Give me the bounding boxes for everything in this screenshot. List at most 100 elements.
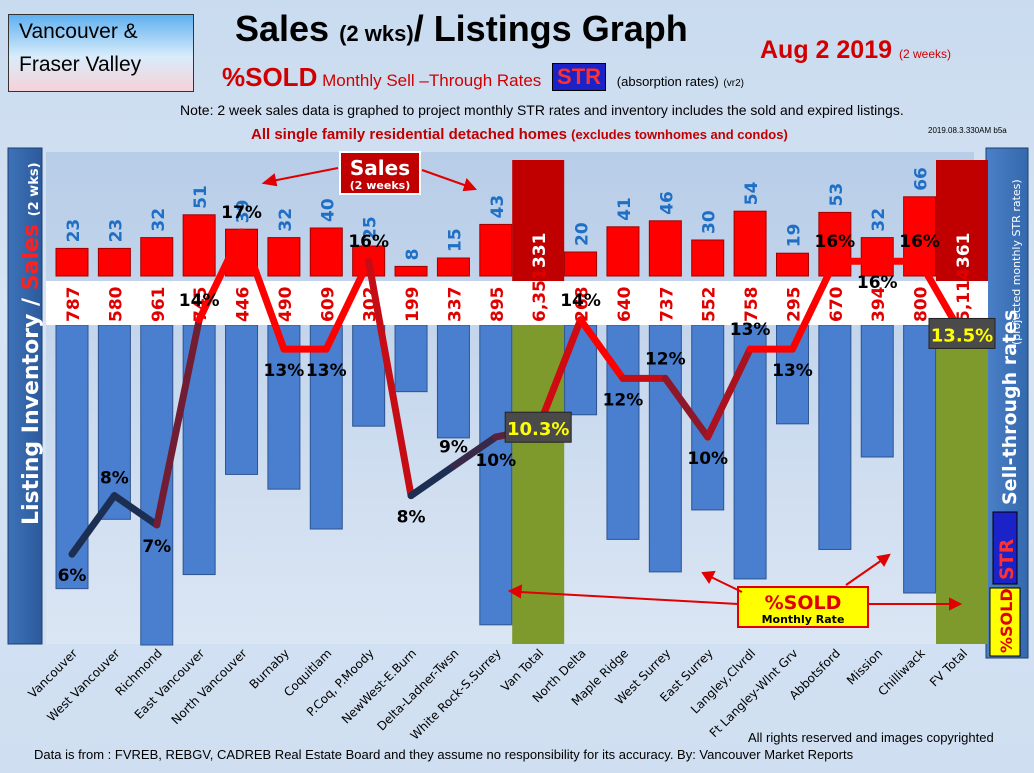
inventory-label-6: 609 <box>318 287 338 323</box>
sales-bar-10 <box>479 223 513 277</box>
sales-callout-box <box>339 151 421 195</box>
sales-bar-1 <box>97 247 131 277</box>
inventory-bar-9 <box>436 324 470 439</box>
sold-pct-label-17: 13% <box>772 361 813 381</box>
sold-pct-label-16: 13% <box>730 320 771 340</box>
sold-line-segment-7 <box>365 257 415 500</box>
inventory-label-2: 961 <box>149 287 169 323</box>
inventory-label-9: 337 <box>445 287 465 323</box>
x-label-4: North Vancouver <box>169 646 250 727</box>
sold-pct-label-20: 16% <box>899 232 940 252</box>
inventory-bar-6 <box>309 324 343 530</box>
sold-line-segment-0 <box>68 492 118 558</box>
inventory-label-10: 895 <box>488 287 508 323</box>
sold-line <box>68 228 966 558</box>
sales-labels: 23 23 32 51 39 32 40 25 8 15 43 331 20 41 46 30 54 19 53 32… <box>64 167 974 268</box>
right-str-box <box>992 511 1018 585</box>
left-axis-panel <box>7 147 43 645</box>
inventory-label-19: 394 <box>869 286 889 322</box>
date-main: Aug 2 2019 <box>760 36 893 64</box>
x-label-8: NewWest-E.Burn <box>339 646 419 726</box>
sold-pct-label-2: 7% <box>142 537 171 557</box>
inventory-bar-8 <box>394 324 428 393</box>
region-line-2: Fraser Valley <box>19 53 142 76</box>
sales-label-4: 39 <box>234 200 254 224</box>
inventory-bar-4 <box>225 324 259 475</box>
subtitle-sold: %SOLD <box>222 62 318 92</box>
title-small: (2 wks) <box>339 21 414 46</box>
left-axis-label: Listing Inventory / Sales (2 wks) <box>19 162 44 525</box>
scope-small: (excludes townhomes and condos) <box>571 127 788 142</box>
scope-main: All single family residential detached h… <box>251 126 567 143</box>
title-rest: / Listings Graph <box>413 8 688 49</box>
left-axis-sales: Sales <box>19 224 44 290</box>
left-axis-small: (2 wks) <box>27 162 42 216</box>
sales-label-15: 30 <box>700 210 720 234</box>
right-sold-text: %SOLD <box>997 588 1016 653</box>
sold-pct-label-14: 12% <box>645 349 686 369</box>
sold-line-segment-14 <box>661 374 712 441</box>
total-sales-column-21 <box>936 160 988 281</box>
sales-bar-3 <box>182 214 216 277</box>
inventory-label-8: 199 <box>403 287 423 323</box>
sales-bar-14 <box>648 220 682 277</box>
sales-label-0: 23 <box>64 219 84 243</box>
sold-pct-label-5: 13% <box>264 361 305 381</box>
inventory-bar-16 <box>733 324 767 580</box>
sales-callout-title: Sales <box>350 156 410 180</box>
sold-pct-label-10: 10% <box>475 451 516 471</box>
sales-bar-6 <box>309 227 343 277</box>
sales-label-11: 331 <box>530 233 550 269</box>
inventory-bar-20 <box>903 324 937 594</box>
x-label-21: FV Total <box>927 646 970 689</box>
sold-line-segment-9 <box>449 433 500 470</box>
sold-line-segment-3 <box>195 228 246 324</box>
subtitle-absorption: (absorption rates) <box>616 74 719 89</box>
sold-callout-arrows <box>507 553 963 611</box>
footer-rights: All rights reserved and images copyright… <box>748 730 994 745</box>
sold-pct-label-4: 17% <box>221 203 262 223</box>
sold-line-segment-1 <box>110 492 161 529</box>
sales-bar-0 <box>55 247 89 277</box>
note: Note: 2 week sales data is graphed to pr… <box>180 102 904 118</box>
sales-bar-18 <box>818 211 852 277</box>
sales-bar-19 <box>860 237 894 277</box>
sold-line-segment-2 <box>153 316 203 529</box>
inventory-label-21: 5,114 <box>954 268 974 322</box>
x-label-1: West Vancouver <box>44 646 122 724</box>
sold-pct-label-13: 12% <box>603 390 644 410</box>
sales-bar-5 <box>267 237 301 277</box>
subtitle: %SOLD Monthly Sell –Through Rates STR (a… <box>222 62 744 93</box>
region-line-1: Vancouver & <box>19 20 138 43</box>
title-main: Sales <box>235 8 330 49</box>
sales-label-13: 41 <box>615 197 635 221</box>
sales-label-14: 46 <box>657 191 677 215</box>
sold-pct-labels: 6%8%7%14%17%13% 13%16%8%9%10%10.3%14%12%1… <box>58 203 996 586</box>
x-label-19: Mission <box>844 646 885 687</box>
sales-label-2: 32 <box>149 208 169 232</box>
sold-line-segment-4 <box>238 228 288 353</box>
right-axis-main: Sell-through rates <box>999 310 1021 505</box>
sales-label-1: 23 <box>106 219 126 243</box>
inventory-label-20: 800 <box>912 286 932 322</box>
sales-label-12: 20 <box>573 222 593 246</box>
sold-pct-label-0: 6% <box>58 566 87 586</box>
sold-line-segment-11 <box>534 316 585 432</box>
sold-callout-title: %SOLD <box>765 592 842 614</box>
sold-pct-label-6: 13% <box>306 361 347 381</box>
inventory-label-17: 295 <box>784 287 804 323</box>
inventory-label-1: 580 <box>106 286 126 322</box>
chart-title: Sales (2 wks)/ Listings Graph <box>235 8 688 50</box>
sales-label-9: 15 <box>445 228 465 252</box>
x-label-9: Delta-Ladner-Twsn <box>374 646 461 733</box>
sales-label-6: 40 <box>318 198 338 222</box>
subtitle-str: STR <box>552 63 607 91</box>
sales-label-20: 66 <box>912 167 932 191</box>
sold-pct-label-19: 16% <box>857 273 898 293</box>
right-sold-box <box>989 587 1021 657</box>
inventory-bar-18 <box>818 324 852 550</box>
inventory-label-18: 670 <box>827 286 847 322</box>
